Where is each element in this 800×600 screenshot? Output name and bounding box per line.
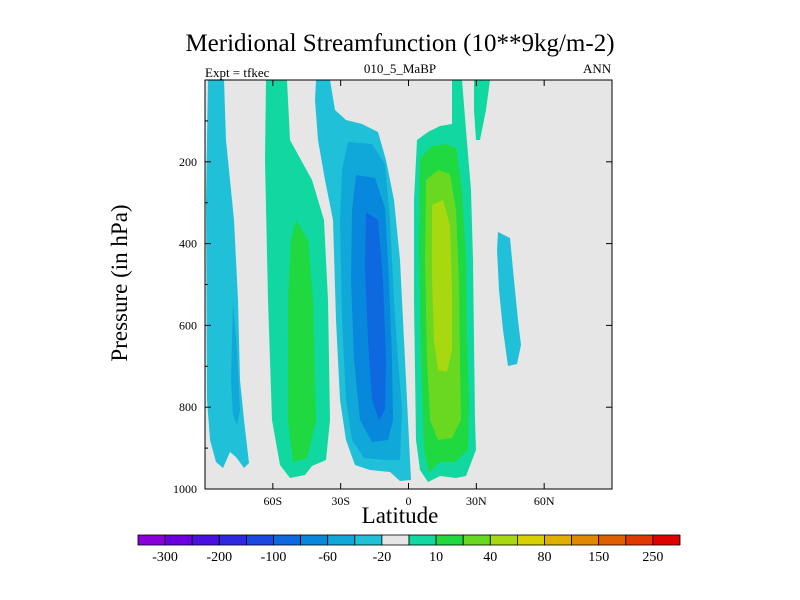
y-tick-label: 600: [179, 318, 197, 332]
colorbar-label: 40: [483, 550, 497, 565]
colorbar-swatch: [462, 534, 491, 546]
experiment-label: Expt = tfkec: [205, 65, 270, 80]
contour-sh-polar-outer: [206, 80, 249, 468]
y-tick-label: 800: [179, 400, 197, 414]
axes: 60S 30S 0 30N 60N 200 400 600 800 1000: [173, 79, 613, 508]
colorbar-swatch: [137, 534, 166, 546]
colorbar-label: -200: [206, 550, 232, 565]
colorbar-swatch: [164, 534, 193, 546]
colorbar-label: 80: [538, 550, 552, 565]
colorbar-swatch: [245, 534, 274, 546]
colorbar-swatch: [598, 534, 627, 546]
x-tick-label: 30S: [331, 494, 350, 508]
contour-nh-ferrel: [497, 232, 521, 366]
colorbar-swatch: [191, 534, 220, 546]
period-label: ANN: [583, 61, 612, 76]
case-label: 010_5_MaBP: [363, 61, 437, 76]
x-tick-label: 0: [406, 494, 412, 508]
y-tick-label: 1000: [173, 482, 197, 496]
x-tick-label: 60N: [534, 494, 555, 508]
y-tick-label: 200: [179, 155, 197, 169]
colorbar-swatch: [517, 534, 545, 546]
colorbar-swatch: [300, 534, 329, 546]
colorbar-swatch: [381, 534, 410, 546]
colorbar-swatch: [571, 534, 600, 546]
colorbar-label: -20: [373, 550, 392, 565]
contour-sh-ferrel-inner: [288, 220, 316, 462]
colorbar-label: 250: [642, 550, 663, 565]
contour-sh-hadley-l4: [365, 212, 386, 420]
contour-nh-upper-fringe: [474, 80, 490, 140]
colorbar-swatch: [544, 534, 573, 546]
colorbar-swatch: [652, 534, 681, 546]
colorbar-label: -100: [261, 550, 287, 565]
x-axis-label: Latitude: [361, 503, 439, 528]
colorbar-swatch: [435, 534, 464, 546]
chart-title: Meridional Streamfunction (10**9kg/m-2): [185, 30, 615, 57]
colorbar-swatch: [489, 534, 518, 546]
colorbar-swatch: [218, 534, 247, 546]
contour-sh-polar-inner: [231, 300, 240, 425]
contour-fills: [206, 80, 521, 482]
colorbar-label: 150: [588, 550, 609, 565]
x-tick-label: 60S: [263, 494, 282, 508]
colorbar-swatch: [354, 534, 383, 546]
colorbar-label: 10: [429, 550, 443, 565]
colorbar-label: -300: [152, 550, 178, 565]
contour-nh-hadley-l4: [432, 200, 452, 372]
colorbar-label: -60: [318, 550, 337, 565]
colorbar: -300 -200 -100 -60 -20 10 40 80 150 250: [137, 534, 681, 565]
y-tick-label: 400: [179, 237, 197, 251]
colorbar-swatch: [327, 534, 356, 546]
colorbar-swatch: [273, 534, 302, 546]
x-tick-label: 30N: [466, 494, 487, 508]
colorbar-swatch: [408, 534, 437, 546]
colorbar-swatch: [625, 534, 654, 546]
